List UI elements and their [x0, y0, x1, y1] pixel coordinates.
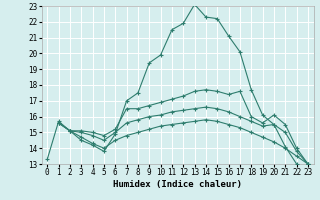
X-axis label: Humidex (Indice chaleur): Humidex (Indice chaleur)	[113, 180, 242, 189]
